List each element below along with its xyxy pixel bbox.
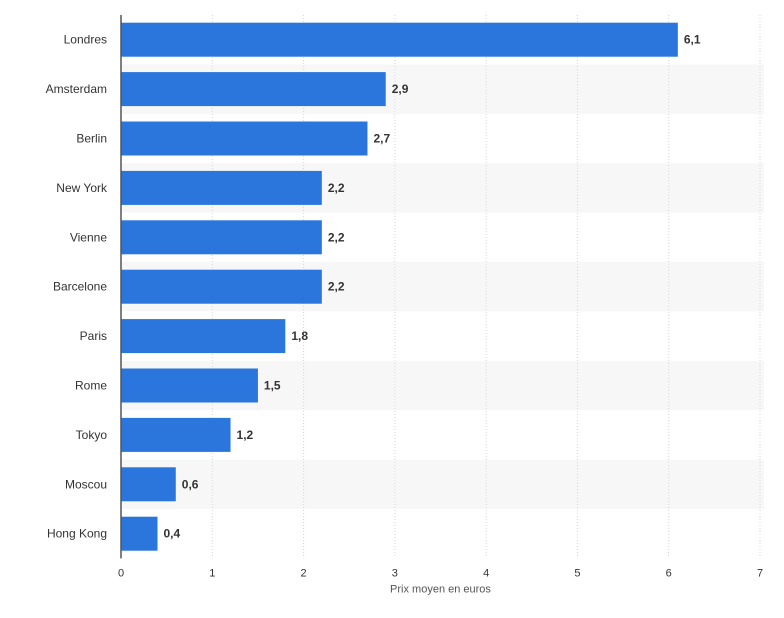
value-label: 1,8 (291, 329, 308, 343)
category-label: Vienne (70, 230, 107, 244)
bar (121, 417, 231, 452)
value-label: 2,2 (328, 230, 345, 244)
bar (121, 121, 368, 156)
category-label: Berlin (76, 132, 107, 146)
bar (121, 170, 322, 205)
value-label: 1,5 (264, 379, 281, 393)
category-labels: Londres Amsterdam Berlin New York Vienne Barc… (46, 33, 108, 541)
row-bands (121, 64, 764, 509)
value-label: 0,6 (182, 477, 199, 491)
category-label: Londres (64, 33, 107, 47)
category-label: Moscou (65, 477, 107, 491)
row-band (121, 459, 764, 509)
x-tick-label: 6 (666, 567, 672, 579)
x-tick-label: 3 (392, 567, 398, 579)
x-axis-title: Prix moyen en euros (390, 583, 491, 595)
bar (121, 269, 322, 304)
x-tick-label: 4 (483, 567, 489, 579)
category-label: Hong Kong (47, 527, 107, 541)
bars (121, 22, 678, 551)
category-label: New York (56, 181, 108, 195)
value-label: 2,2 (328, 280, 345, 294)
bar (121, 516, 158, 551)
x-tick-label: 7 (757, 567, 763, 579)
category-label: Amsterdam (46, 82, 107, 96)
value-label: 2,7 (373, 132, 390, 146)
value-labels: 6,1 2,9 2,7 2,2 2,2 2,2 1,8 1,5 1,2 0,6 0,4 (164, 33, 701, 541)
bar (121, 368, 258, 403)
bar (121, 22, 678, 57)
category-label: Rome (75, 379, 107, 393)
value-label: 2,2 (328, 181, 345, 195)
value-label: 1,2 (237, 428, 254, 442)
x-tick-labels: 0 1 2 3 4 5 6 7 (118, 567, 763, 579)
x-tick-label: 0 (118, 567, 124, 579)
bar (121, 467, 176, 502)
category-label: Paris (80, 329, 107, 343)
bar (121, 220, 322, 255)
bar (121, 319, 286, 354)
value-label: 2,9 (392, 82, 409, 96)
x-tick-label: 5 (574, 567, 580, 579)
x-tick-label: 1 (209, 567, 215, 579)
value-label: 6,1 (684, 33, 701, 47)
category-label: Barcelone (53, 280, 107, 294)
category-label: Tokyo (76, 428, 108, 442)
value-label: 0,4 (164, 527, 181, 541)
x-tick-label: 2 (301, 567, 307, 579)
bar (121, 72, 386, 107)
